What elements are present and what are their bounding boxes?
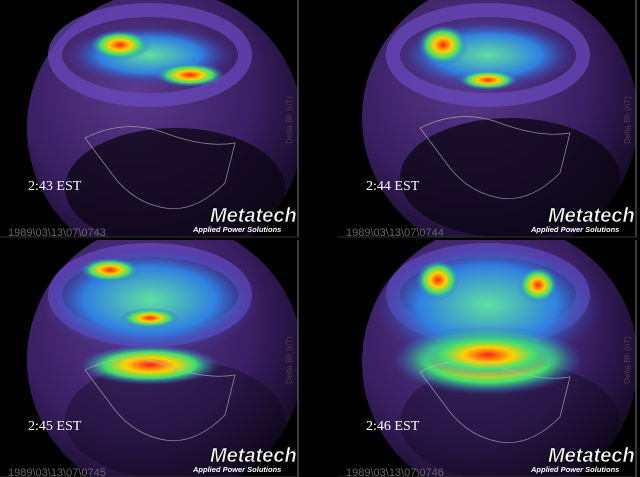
time-label: 2:43 EST xyxy=(28,179,82,194)
aurora xyxy=(40,245,260,355)
time-label: 2:45 EST xyxy=(28,419,82,434)
aurora xyxy=(80,345,220,385)
tagline: Applied Power Solutions xyxy=(192,225,281,234)
brand: Metatech xyxy=(548,205,635,227)
aurora xyxy=(120,308,180,328)
axis-label: Delta Bh (nT) xyxy=(623,336,632,384)
continent-outline xyxy=(419,360,571,444)
timestamp: 1989\03\13\07\0744 xyxy=(346,227,444,239)
aurora xyxy=(155,63,225,87)
aurora xyxy=(418,25,468,65)
axis-label: Delta Bh (nT) xyxy=(285,96,294,144)
axis-label: Delta Bh (nT) xyxy=(623,96,632,144)
timestamp: 1989\03\13\07\0743 xyxy=(8,227,106,239)
timestamp: 1989\03\13\07\0745 xyxy=(8,467,106,477)
aurora-ring xyxy=(386,3,590,107)
aurora xyxy=(418,333,558,377)
panel-body xyxy=(362,0,636,237)
night-side xyxy=(65,128,285,237)
aurora xyxy=(416,260,460,300)
aurora xyxy=(518,267,558,303)
night-side xyxy=(400,118,620,237)
continent-outline xyxy=(419,116,571,200)
brand: Metatech xyxy=(210,445,297,467)
panel-body xyxy=(362,240,636,477)
tagline: Applied Power Solutions xyxy=(192,465,281,474)
timestamp: 1989\03\13\07\0746 xyxy=(346,467,444,477)
continent-outline xyxy=(84,358,236,442)
brand: Metatech xyxy=(548,445,635,467)
aurora xyxy=(458,70,518,90)
panel-body xyxy=(27,240,298,477)
time-label: 2:46 EST xyxy=(366,419,420,434)
tagline: Applied Power Solutions xyxy=(530,225,619,234)
panel-body xyxy=(27,0,298,237)
aurora-ring xyxy=(48,3,252,107)
continent-outline xyxy=(84,126,236,210)
aurora xyxy=(80,258,140,282)
aurora xyxy=(90,30,150,60)
time-label: 2:44 EST xyxy=(366,179,420,194)
axis-label: Delta Bh (nT) xyxy=(285,336,294,384)
tagline: Applied Power Solutions xyxy=(530,465,619,474)
brand: Metatech xyxy=(210,205,297,227)
night-side xyxy=(65,360,285,477)
